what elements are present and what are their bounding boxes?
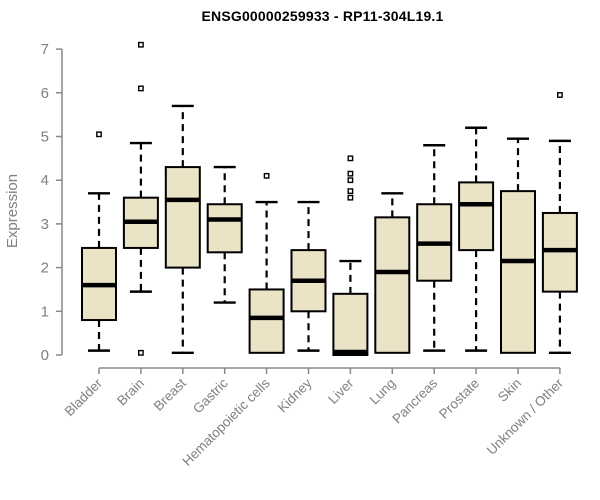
box-iqr [164, 166, 201, 269]
y-tick-label: 7 [41, 41, 49, 58]
outlier-point [347, 188, 354, 195]
x-tick-label: Kidney [275, 375, 315, 415]
outlier-point [137, 41, 144, 48]
outlier-point [557, 92, 563, 98]
y-tick-label: 3 [41, 216, 49, 233]
x-tick-label: Breast [151, 375, 189, 413]
y-tick-label: 0 [41, 347, 49, 364]
box-iqr [332, 292, 369, 357]
box-iqr [248, 288, 285, 354]
outlier-point [263, 172, 270, 179]
x-tick-label: Liver [325, 375, 357, 407]
outlier-point [96, 131, 102, 138]
outlier-point [347, 177, 354, 184]
y-tick-label: 4 [41, 172, 49, 189]
y-tick-label: 1 [41, 303, 49, 320]
outlier-point [137, 349, 144, 356]
outlier-point [347, 170, 354, 177]
x-tick-label: Brain [114, 376, 147, 409]
box-iqr [458, 181, 495, 252]
x-tick-label: Gastric [190, 375, 231, 416]
y-tick-label: 5 [41, 129, 49, 146]
box-iqr [206, 203, 243, 254]
x-tick-label: Pancreas [389, 375, 440, 426]
x-tick-label: Prostate [436, 376, 482, 422]
box-iqr [500, 190, 536, 354]
y-tick-label: 2 [41, 260, 49, 277]
outlier-point [137, 85, 144, 92]
x-tick-label: Bladder [62, 375, 106, 419]
outlier-point [347, 155, 354, 162]
chart-title: ENSG00000259933 - RP11-304L19.1 [201, 8, 444, 24]
x-tick-label: Unknown / Other [484, 375, 567, 458]
x-tick-label: Lung [367, 376, 399, 408]
x-tick-label: Skin [495, 376, 524, 405]
y-tick-label: 6 [41, 85, 49, 102]
box-iqr [374, 216, 411, 354]
outlier-point [347, 194, 354, 201]
